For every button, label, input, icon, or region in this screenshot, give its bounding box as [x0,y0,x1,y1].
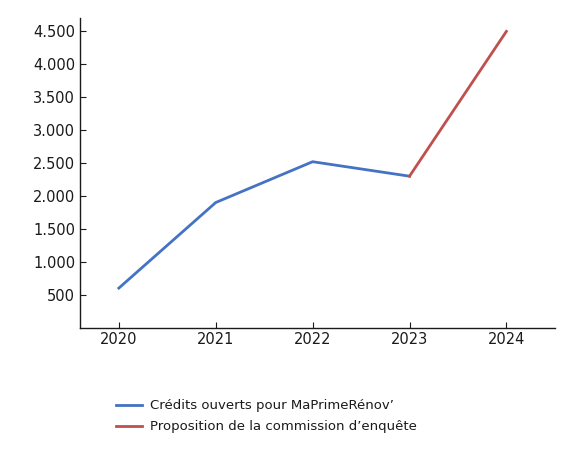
Legend: Crédits ouverts pour MaPrimeRénov’, Proposition de la commission d’enquête: Crédits ouverts pour MaPrimeRénov’, Prop… [110,394,422,439]
